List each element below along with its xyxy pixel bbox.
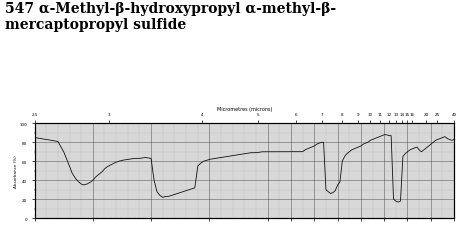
Text: 547 α-Methyl-β-hydroxypropyl α-methyl-β-
mercaptopropyl sulfide: 547 α-Methyl-β-hydroxypropyl α-methyl-β-… — [5, 2, 336, 32]
Y-axis label: Absorbance (%): Absorbance (%) — [14, 155, 18, 187]
X-axis label: Micrometres (microns): Micrometres (microns) — [217, 107, 272, 112]
